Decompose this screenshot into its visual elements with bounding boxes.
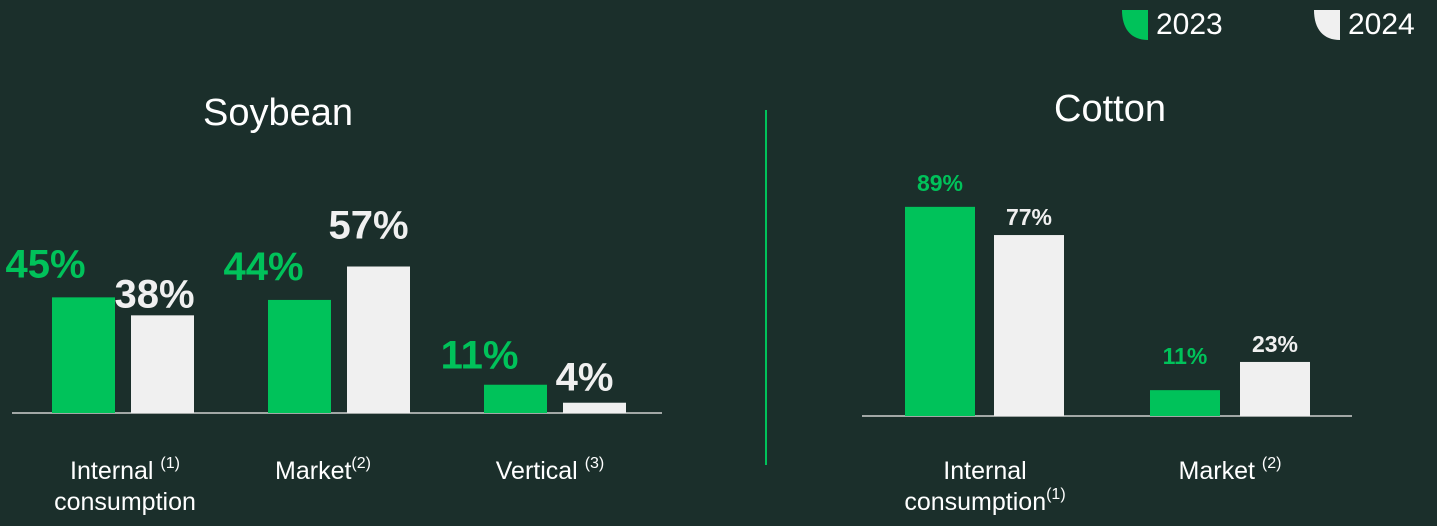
cotton-data-label-2024-2: 23% xyxy=(1252,331,1298,357)
cotton-data-label-2023-1: 89% xyxy=(917,170,963,196)
soybean-data-label-2024-2: 57% xyxy=(328,204,408,248)
cotton-bar-2024-2 xyxy=(1240,361,1310,416)
category-label-market: Market(2) xyxy=(275,455,371,485)
legend-item-2024: 2024 xyxy=(1310,8,1415,42)
cotton-bar-2023-1 xyxy=(905,206,975,416)
legend-label-2024: 2024 xyxy=(1348,8,1415,41)
cotton-bar-2023-2 xyxy=(1150,390,1220,416)
soybean-data-label-2023-1: 45% xyxy=(5,242,85,286)
soybean-title: Soybean xyxy=(202,92,353,134)
cotton-title: Cotton xyxy=(1054,88,1166,130)
soybean-bar-2023-3 xyxy=(484,384,547,413)
category-label-vertical: Vertical (3) xyxy=(495,455,605,485)
legend-item-2023: 2023 xyxy=(1118,8,1223,42)
legend-label-2023: 2023 xyxy=(1156,8,1223,41)
soybean-bar-2024-3 xyxy=(563,402,626,413)
soybean-bar-2023-1 xyxy=(52,297,115,413)
soybean-data-label-2023-3: 11% xyxy=(441,334,519,378)
soybean-bar-2024-1 xyxy=(131,315,194,413)
soybean-data-label-2023-2: 44% xyxy=(223,245,303,289)
cotton-data-label-2024-1: 77% xyxy=(1006,204,1052,230)
category-label-internal-consumption: Internal (1) consumption xyxy=(54,455,196,517)
soybean-data-label-2024-3: 4% xyxy=(556,356,614,400)
legend-leaf-icon-2024 xyxy=(1314,10,1340,40)
cotton-category-label-market: Market (2) xyxy=(1178,455,1282,485)
soybean-bar-2023-2 xyxy=(268,299,331,413)
soybean-bar-2024-2 xyxy=(347,266,410,413)
cotton-bar-2024-1 xyxy=(994,235,1064,416)
legend-leaf-icon-2023 xyxy=(1122,10,1148,40)
soybean-data-label-2024-1: 38% xyxy=(114,272,194,316)
cotton-category-label-internal-consumption: Internal consumption(1) xyxy=(904,457,1066,517)
cotton-data-label-2023-2: 11% xyxy=(1163,343,1208,369)
